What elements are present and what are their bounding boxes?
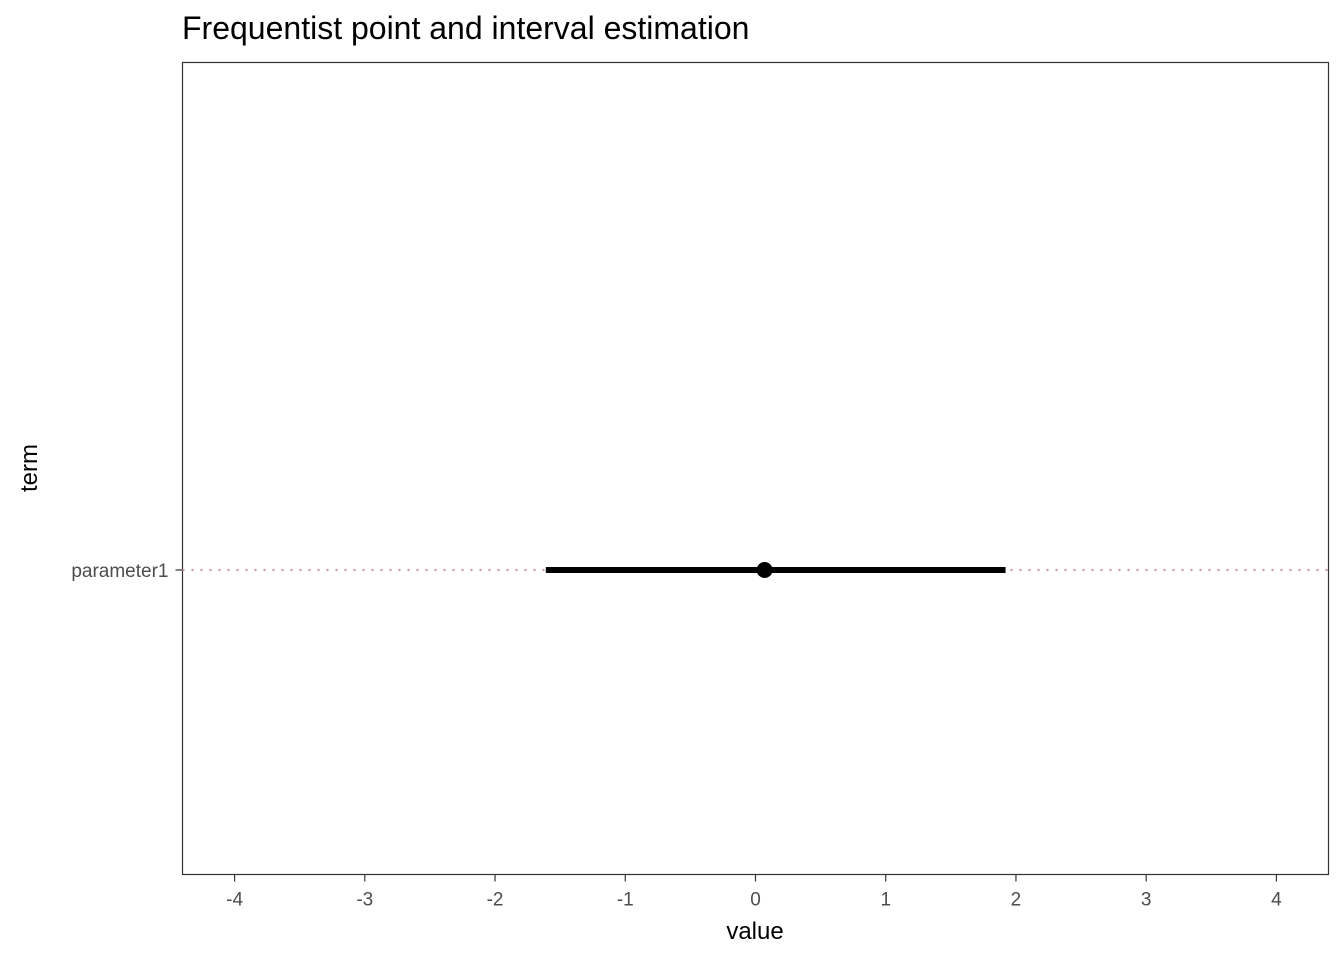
y-axis-ticks: parameter1 bbox=[71, 561, 183, 582]
x-axis-ticks: -4 -3 -2 -1 0 1 2 3 4 bbox=[226, 874, 1282, 911]
y-tick-label: parameter1 bbox=[71, 561, 168, 582]
x-axis-title: value bbox=[726, 918, 783, 945]
x-tick-label: -2 bbox=[487, 890, 504, 911]
plot-panel bbox=[181, 61, 1330, 876]
y-axis-title: term bbox=[16, 444, 43, 492]
x-tick-label: -4 bbox=[226, 890, 243, 911]
points bbox=[756, 562, 773, 578]
x-tick-label: 0 bbox=[750, 890, 761, 911]
x-tick-label: -1 bbox=[617, 890, 634, 911]
x-tick-label: 3 bbox=[1141, 890, 1152, 911]
x-tick-label: 1 bbox=[880, 890, 891, 911]
x-tick-label: 2 bbox=[1011, 890, 1022, 911]
x-tick-label: -3 bbox=[356, 890, 373, 911]
point-estimate bbox=[756, 562, 773, 578]
x-tick-label: 4 bbox=[1271, 890, 1282, 911]
chart-title: Frequentist point and interval estimatio… bbox=[182, 10, 749, 46]
